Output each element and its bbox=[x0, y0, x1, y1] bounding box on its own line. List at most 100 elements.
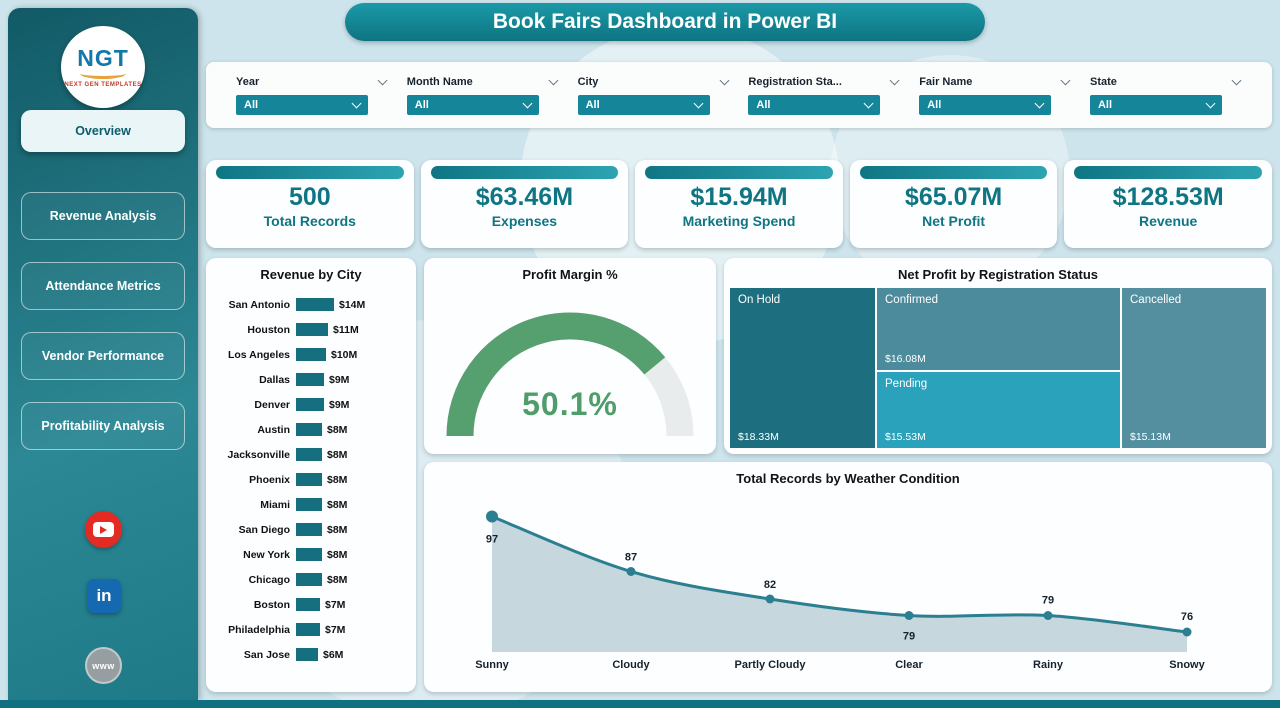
weather-value-label: 97 bbox=[486, 534, 498, 546]
revenue-value-label: $8M bbox=[327, 473, 348, 486]
youtube-icon[interactable] bbox=[85, 511, 122, 548]
chevron-down-icon[interactable] bbox=[1231, 75, 1242, 85]
logo-text: NGT bbox=[77, 44, 129, 71]
registration-dropdown[interactable]: All bbox=[748, 94, 881, 115]
chevron-down-icon[interactable] bbox=[1060, 75, 1071, 85]
revenue-row[interactable]: Los Angeles $10M bbox=[212, 342, 410, 367]
chevron-down-icon[interactable] bbox=[889, 75, 900, 85]
registration-value: All bbox=[756, 98, 771, 111]
state-value: All bbox=[1097, 98, 1113, 111]
sidebar-item-overview[interactable]: Overview bbox=[21, 110, 185, 152]
weather-point[interactable] bbox=[486, 510, 498, 523]
chevron-down-icon bbox=[522, 98, 533, 108]
chevron-down-icon[interactable] bbox=[377, 75, 388, 85]
sidebar-item-attendance-metrics[interactable]: Attendance Metrics bbox=[21, 262, 185, 310]
revenue-bar bbox=[296, 598, 320, 611]
treemap-title: Net Profit by Registration Status bbox=[897, 267, 1099, 282]
state-dropdown[interactable]: All bbox=[1089, 94, 1222, 115]
linkedin-icon[interactable]: in bbox=[87, 579, 121, 613]
weather-axis-label: Snowy bbox=[1169, 659, 1205, 671]
revenue-bar bbox=[296, 348, 326, 361]
gauge-chart bbox=[446, 312, 694, 437]
weather-point[interactable] bbox=[1182, 627, 1192, 637]
weather-point[interactable] bbox=[1043, 611, 1053, 620]
sidebar: NGT NEXT GEN TEMPLATES Overview Revenue … bbox=[8, 8, 198, 700]
revenue-row[interactable]: Jacksonville $8M bbox=[212, 442, 410, 467]
kpi-card-marketing-spend: $15.94M Marketing Spend bbox=[635, 160, 843, 248]
revenue-row[interactable]: San Antonio $14M bbox=[212, 292, 410, 317]
treemap-cell-confirmed[interactable]: Confirmed $16.08M bbox=[877, 288, 1120, 370]
revenue-row[interactable]: New York $8M bbox=[212, 542, 410, 567]
sidebar-item-vendor-performance[interactable]: Vendor Performance bbox=[21, 332, 185, 380]
revenue-value-label: $8M bbox=[327, 573, 348, 586]
profit-margin-title: Profit Margin % bbox=[522, 267, 618, 282]
revenue-bar bbox=[296, 448, 322, 461]
revenue-bar bbox=[296, 323, 328, 336]
revenue-row[interactable]: Dallas $9M bbox=[212, 367, 410, 392]
revenue-value-label: $6M bbox=[323, 648, 344, 661]
weather-axis-label: Rainy bbox=[1033, 659, 1064, 671]
ngt-logo: NGT NEXT GEN TEMPLATES bbox=[61, 26, 145, 108]
weather-point[interactable] bbox=[765, 594, 775, 604]
revenue-city-label: Chicago bbox=[248, 573, 290, 586]
weather-point[interactable] bbox=[626, 567, 636, 576]
revenue-value-label: $7M bbox=[325, 623, 346, 636]
kpi-card-net-profit: $65.07M Net Profit bbox=[849, 160, 1058, 248]
kpi-accent-bar bbox=[216, 166, 404, 179]
month-value: All bbox=[414, 98, 429, 111]
slicer-city: City All bbox=[577, 75, 730, 115]
fair-dropdown[interactable]: All bbox=[919, 94, 1052, 115]
revenue-bar bbox=[296, 498, 322, 511]
year-dropdown[interactable]: All bbox=[236, 94, 368, 115]
treemap-cell-on-hold[interactable]: On Hold $18.33M bbox=[730, 288, 875, 448]
fair-value: All bbox=[927, 98, 942, 111]
treemap-cell-label: Cancelled bbox=[1130, 294, 1182, 306]
weather-chart: 97 Sunny 87 Cloudy 82 Partly Cloudy 79 Clear 79 R… bbox=[475, 510, 1206, 671]
treemap-cell-pending[interactable]: Pending $15.53M bbox=[877, 372, 1120, 448]
revenue-row[interactable]: Denver $9M bbox=[212, 392, 410, 417]
revenue-bar bbox=[296, 373, 324, 386]
revenue-city-label: Los Angeles bbox=[227, 348, 290, 361]
logo-subtext: NEXT GEN TEMPLATES bbox=[64, 81, 142, 88]
revenue-by-city-title: Revenue by City bbox=[260, 267, 362, 282]
slicer-registration-status: Registration Sta... All bbox=[748, 75, 900, 115]
revenue-row[interactable]: Boston $7M bbox=[212, 592, 410, 617]
city-dropdown[interactable]: All bbox=[577, 94, 710, 115]
chevron-down-icon[interactable] bbox=[719, 75, 730, 85]
revenue-bar bbox=[296, 423, 322, 436]
revenue-row[interactable]: San Jose $6M bbox=[212, 642, 410, 667]
website-globe-icon[interactable]: www bbox=[85, 647, 122, 684]
month-dropdown[interactable]: All bbox=[406, 94, 539, 115]
treemap: On Hold $18.33M Confirmed $16.08M Pendin… bbox=[730, 288, 1266, 448]
weather-point[interactable] bbox=[904, 611, 914, 620]
dashboard-title: Book Fairs Dashboard in Power BI bbox=[345, 3, 985, 41]
revenue-city-label: Austin bbox=[257, 423, 290, 436]
treemap-panel: Net Profit by Registration Status On Hol… bbox=[724, 258, 1272, 454]
revenue-value-label: $8M bbox=[327, 498, 348, 511]
profit-margin-panel: Profit Margin % 50.1% bbox=[424, 258, 716, 454]
revenue-row[interactable]: Philadelphia $7M bbox=[212, 617, 410, 642]
gauge-value: 50.1% bbox=[522, 386, 618, 422]
revenue-row[interactable]: Chicago $8M bbox=[212, 567, 410, 592]
kpi-label: Expenses bbox=[491, 212, 558, 229]
revenue-rows: San Antonio $14M Houston $11M Los Angeles $10… bbox=[206, 292, 416, 667]
kpi-accent-bar bbox=[430, 166, 619, 179]
treemap-cell-cancelled[interactable]: Cancelled $15.13M bbox=[1122, 288, 1266, 448]
revenue-row[interactable]: Miami $8M bbox=[212, 492, 410, 517]
revenue-city-label: Phoenix bbox=[249, 473, 290, 486]
chevron-down-icon[interactable] bbox=[548, 75, 559, 85]
revenue-row[interactable]: Houston $11M bbox=[212, 317, 410, 342]
revenue-bar bbox=[296, 573, 322, 586]
kpi-card-revenue: $128.53M Revenue bbox=[1064, 160, 1272, 248]
weather-line bbox=[491, 515, 1188, 634]
revenue-row[interactable]: Austin $8M bbox=[212, 417, 410, 442]
sidebar-item-profitability-analysis[interactable]: Profitability Analysis bbox=[21, 402, 185, 450]
revenue-row[interactable]: San Diego $8M bbox=[212, 517, 410, 542]
slicer-state-label: State bbox=[1089, 75, 1117, 88]
revenue-row[interactable]: Phoenix $8M bbox=[212, 467, 410, 492]
sidebar-item-revenue-analysis[interactable]: Revenue Analysis bbox=[21, 192, 185, 240]
kpi-accent-bar bbox=[1074, 166, 1262, 179]
revenue-city-label: Jacksonville bbox=[227, 448, 290, 461]
kpi-value: $128.53M bbox=[1112, 183, 1224, 211]
